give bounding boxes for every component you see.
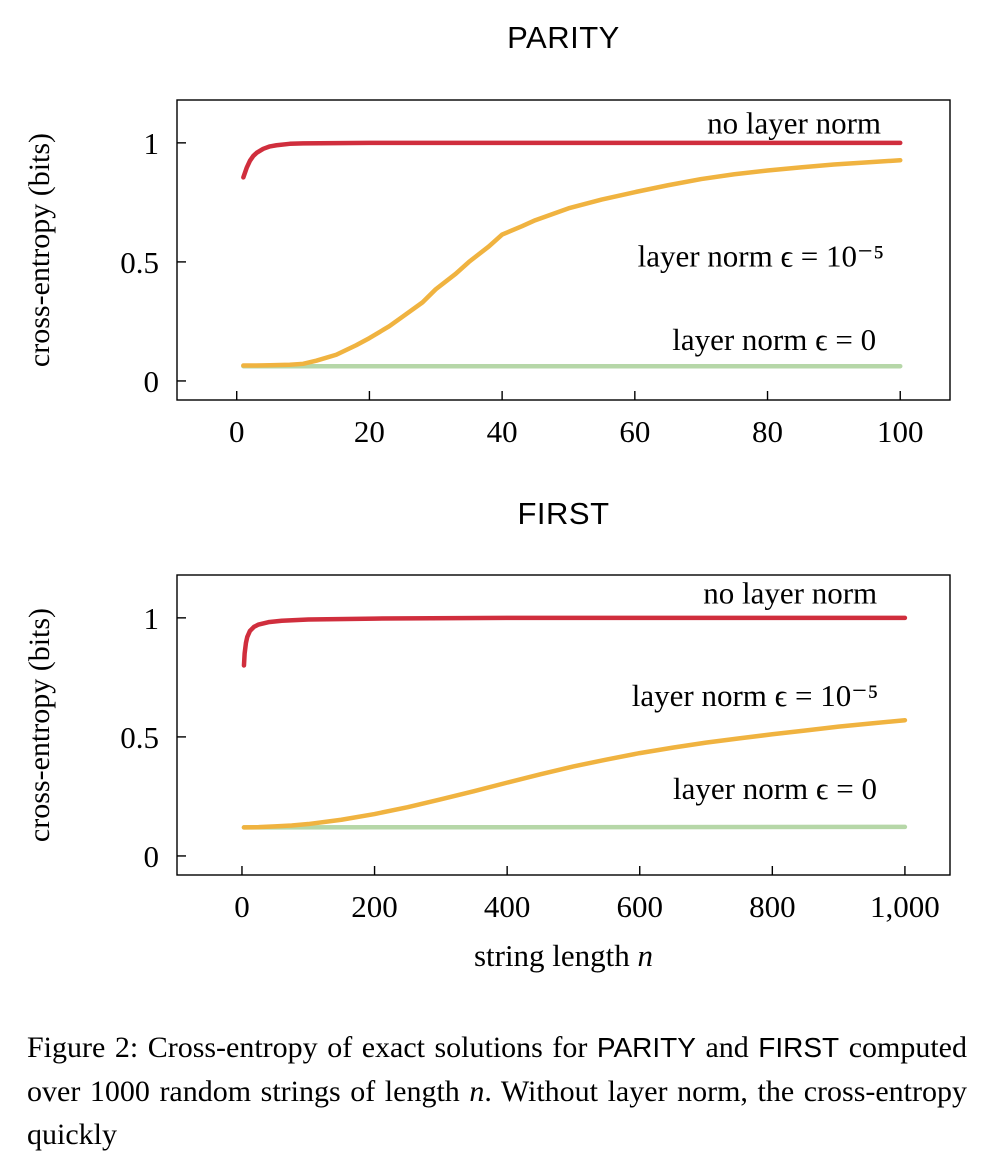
x-tick-label: 20 xyxy=(354,414,385,449)
caption-segment: . Without layer norm, the cross-entropy … xyxy=(27,1074,968,1152)
caption-segment: FIRST xyxy=(758,1032,840,1063)
y-tick-label: 0 xyxy=(144,364,160,399)
series-label-layer-norm-0: layer norm ϵ = 0 xyxy=(672,322,876,357)
x-tick-label: 0 xyxy=(234,889,250,924)
y-tick-label: 1 xyxy=(144,126,160,161)
series-label-no-layer-norm: no layer norm xyxy=(707,105,881,140)
chart-title-parity: PARITY xyxy=(507,20,620,55)
x-tick-label: 60 xyxy=(619,414,650,449)
x-tick-label: 100 xyxy=(877,414,924,449)
series-no-layer-norm xyxy=(241,615,908,668)
series-layer-norm-10 xyxy=(241,717,908,830)
plot-border xyxy=(176,574,951,876)
x-tick-label: 400 xyxy=(484,889,531,924)
y-tick-label: 1 xyxy=(144,601,160,636)
caption-segment: computed over 1000 random strings of len… xyxy=(27,1031,967,1108)
x-axis-label: string length n xyxy=(177,938,950,974)
x-axis-label-variable: n xyxy=(637,938,654,973)
x-tick-label: 200 xyxy=(351,889,398,924)
y-tick-label: 0 xyxy=(144,839,160,874)
series-label-no-layer-norm: no layer norm xyxy=(703,576,877,611)
series-label-layer-norm-10: layer norm ϵ = 10⁻⁵ xyxy=(632,678,879,713)
series-label-layer-norm-10: layer norm ϵ = 10⁻⁵ xyxy=(638,239,885,274)
chart-title-first: FIRST xyxy=(517,496,610,531)
x-tick-label: 40 xyxy=(487,414,518,449)
series-label-layer-norm-0: layer norm ϵ = 0 xyxy=(673,771,877,806)
figure-caption: Figure 2: Cross-entropy of exact solutio… xyxy=(27,1026,967,1157)
x-tick-label: 1,000 xyxy=(870,889,940,924)
x-tick-label: 800 xyxy=(749,889,796,924)
x-tick-label: 600 xyxy=(616,889,663,924)
chart-parity: 0 20 40 60 80 100 0 0.5 1 no layer norm layer norm… xyxy=(120,99,951,449)
caption-segment: n xyxy=(469,1074,485,1108)
caption-segment: and xyxy=(695,1031,759,1064)
chart-first: 0 200 400 600 800 1,000 0 0.5 1 no layer norm laye… xyxy=(120,574,951,924)
series-no-layer-norm xyxy=(241,140,903,180)
x-tick-label: 80 xyxy=(752,414,783,449)
x-axis-label-text: string length xyxy=(473,938,638,973)
series-layer-norm-10 xyxy=(241,157,903,368)
plot-border xyxy=(176,99,951,401)
caption-segment: Figure 2: Cross-entropy of exact solutio… xyxy=(27,1031,597,1064)
y-tick-label: 0.5 xyxy=(120,245,159,280)
caption-segment: PARITY xyxy=(596,1032,696,1063)
x-tick-label: 0 xyxy=(229,414,245,449)
y-tick-label: 0.5 xyxy=(120,720,159,755)
